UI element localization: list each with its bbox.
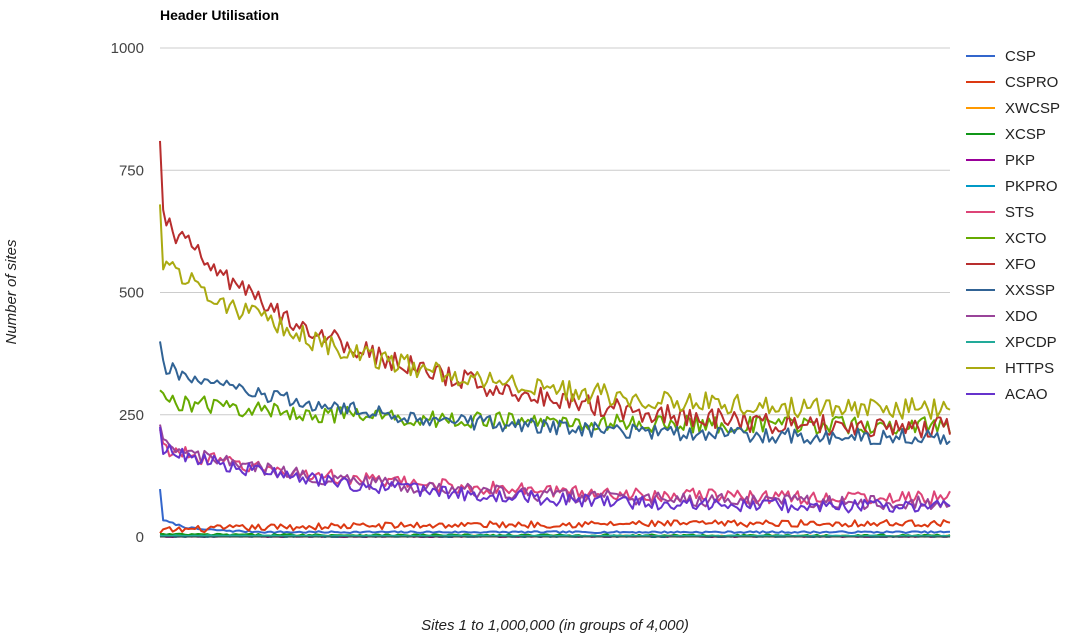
legend-label: XCSP xyxy=(1005,126,1046,143)
y-tick-label: 0 xyxy=(136,529,144,546)
legend-label: PKPRO xyxy=(1005,178,1058,195)
legend-label: STS xyxy=(1005,204,1034,221)
legend-item-xxssp: XXSSP xyxy=(966,282,1055,299)
y-tick-label: 1000 xyxy=(111,40,144,57)
series-line-csp xyxy=(159,488,951,534)
legend-item-xcsp: XCSP xyxy=(966,126,1046,143)
y-tick-label: 750 xyxy=(119,162,144,179)
series-line-https xyxy=(159,204,951,420)
legend-item-sts: STS xyxy=(966,204,1034,221)
legend-label: HTTPS xyxy=(1005,360,1054,377)
series-line-acao xyxy=(159,426,951,514)
chart-title: Header Utilisation xyxy=(160,7,279,23)
legend-item-csp: CSP xyxy=(966,48,1036,65)
x-axis-label: Sites 1 to 1,000,000 (in groups of 4,000… xyxy=(421,617,689,634)
legend-item-xpcdp: XPCDP xyxy=(966,334,1057,351)
legend-label: ACAO xyxy=(1005,386,1048,403)
legend-label: PKP xyxy=(1005,152,1035,169)
legend-item-acao: ACAO xyxy=(966,386,1048,403)
legend-label: XWCSP xyxy=(1005,100,1060,117)
legend-label: CSP xyxy=(1005,48,1036,65)
legend-item-pkp: PKP xyxy=(966,152,1035,169)
y-axis-label: Number of sites xyxy=(3,239,20,345)
legend-label: XXSSP xyxy=(1005,282,1055,299)
series-line-xxssp xyxy=(159,341,951,446)
legend-label: XCTO xyxy=(1005,230,1046,247)
legend-item-https: HTTPS xyxy=(966,360,1054,377)
gridlines xyxy=(160,47,950,416)
legend: CSP CSPRO XWCSP XCSP PKP PKPRO STS XCTO XFO XXSSP… xyxy=(966,48,1060,403)
series-line-xcto xyxy=(159,389,951,435)
legend-item-cspro: CSPRO xyxy=(966,74,1058,91)
y-tick-label: 250 xyxy=(119,407,144,424)
series-line-xpcdp xyxy=(159,534,951,538)
legend-label: CSPRO xyxy=(1005,74,1058,91)
series-line-cspro xyxy=(159,519,951,534)
legend-item-xfo: XFO xyxy=(966,256,1036,273)
legend-item-xwcsp: XWCSP xyxy=(966,100,1060,117)
legend-item-xcto: XCTO xyxy=(966,230,1046,247)
series-line-xfo xyxy=(159,140,951,439)
legend-label: XPCDP xyxy=(1005,334,1057,351)
legend-item-pkpro: PKPRO xyxy=(966,178,1058,195)
legend-label: XFO xyxy=(1005,256,1036,273)
series-lines xyxy=(159,140,951,538)
y-tick-label: 500 xyxy=(119,285,144,302)
y-axis-ticks: 0 250 500 750 1000 xyxy=(111,40,144,546)
legend-item-xdo: XDO xyxy=(966,308,1038,325)
legend-label: XDO xyxy=(1005,308,1038,325)
